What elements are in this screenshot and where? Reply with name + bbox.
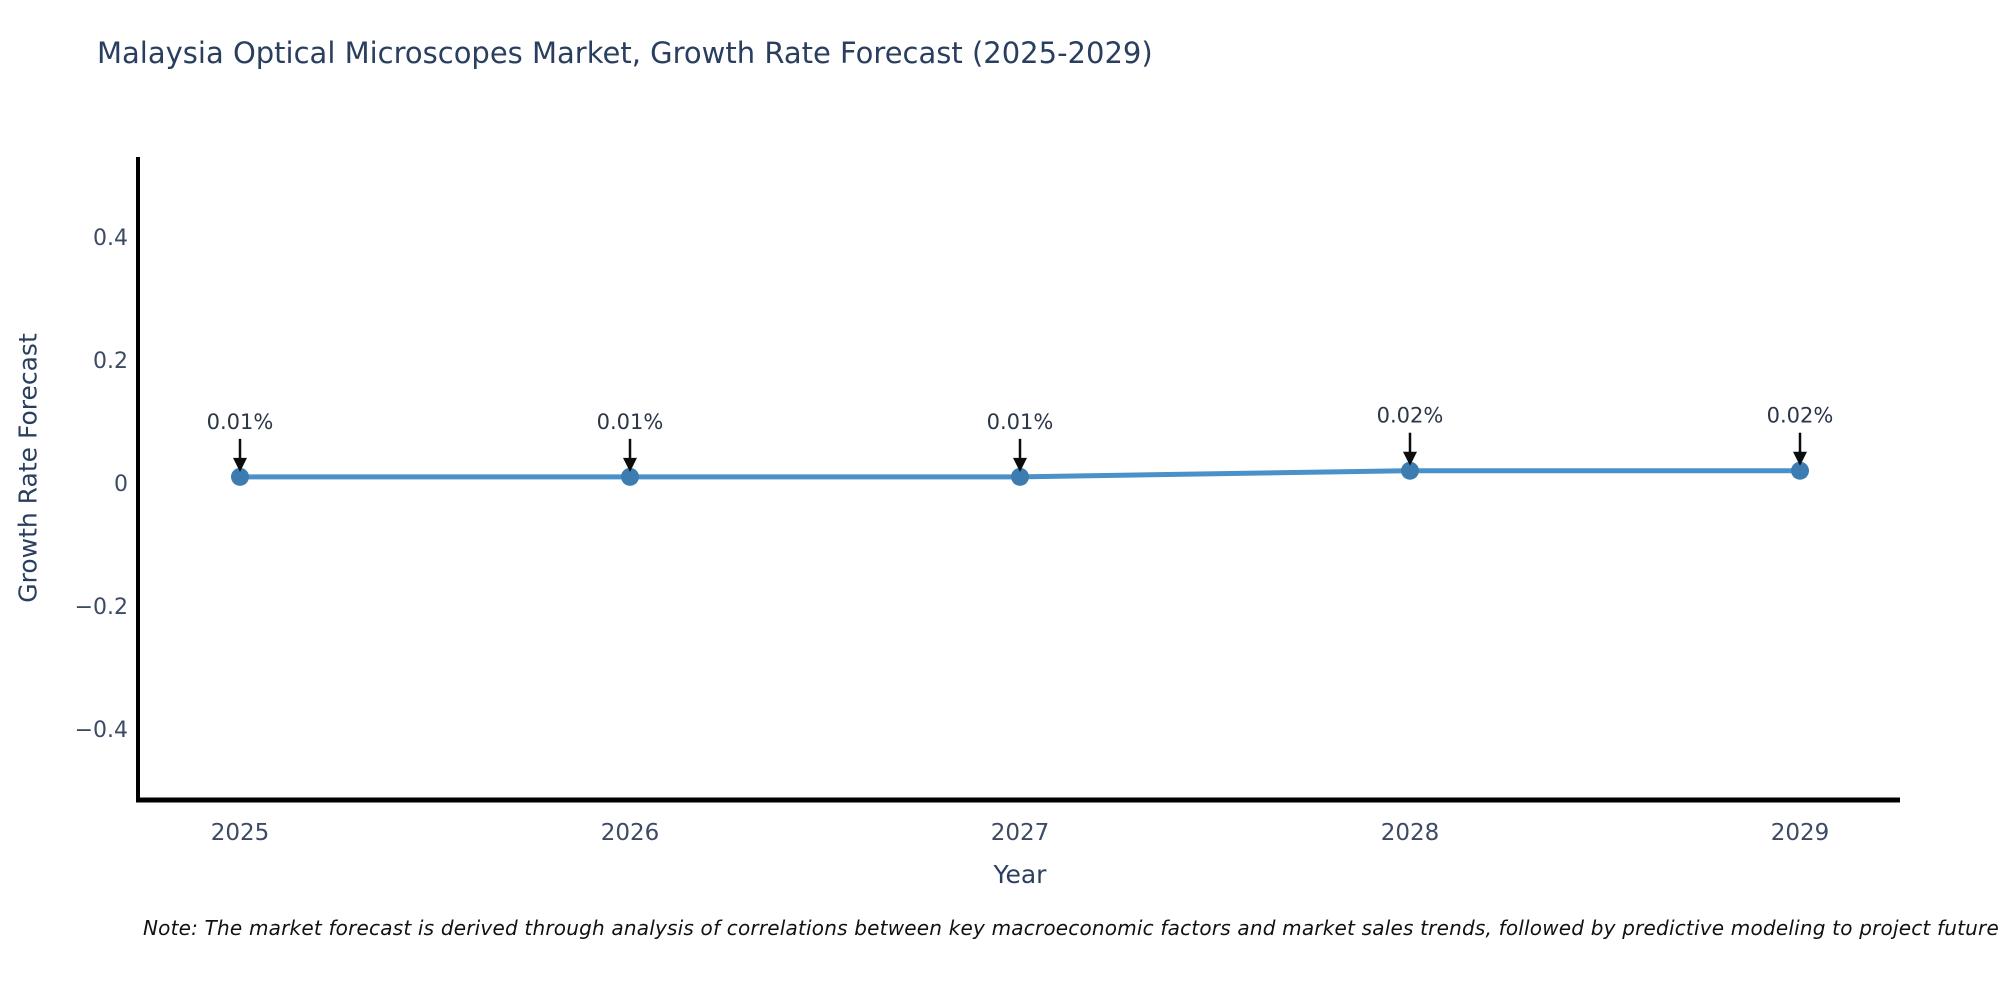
y-tick-label: 0.2 [93, 349, 128, 374]
annotation-arrow-head [1793, 451, 1807, 466]
y-tick-label: 0.4 [93, 226, 128, 251]
data-point [1401, 461, 1419, 480]
x-tick-label: 2029 [1771, 820, 1830, 846]
data-label: 0.01% [207, 410, 274, 434]
annotation-arrow-head [233, 457, 247, 472]
data-label: 0.01% [987, 410, 1054, 434]
annotation-arrow-head [623, 457, 637, 472]
annotation-arrow-head [1403, 451, 1417, 466]
y-tick-label: −0.2 [75, 595, 128, 620]
annotation-arrow-head [1013, 457, 1027, 472]
data-label: 0.02% [1767, 404, 1834, 428]
data-point [231, 467, 249, 486]
footnote: Note: The market forecast is derived thr… [143, 916, 2000, 940]
x-tick-label: 2026 [601, 820, 660, 846]
chart-title: Malaysia Optical Microscopes Market, Gro… [97, 36, 1153, 70]
data-point [621, 467, 639, 486]
x-tick-label: 2028 [1381, 820, 1440, 846]
data-label: 0.02% [1377, 404, 1444, 428]
data-label: 0.01% [597, 410, 664, 434]
x-axis-title: Year [993, 860, 1047, 889]
x-tick-label: 2027 [991, 820, 1050, 846]
y-tick-label: 0 [114, 472, 128, 497]
data-point [1011, 467, 1029, 486]
data-point [1791, 461, 1809, 480]
y-tick-label: −0.4 [75, 718, 128, 743]
x-tick-label: 2025 [211, 820, 270, 846]
